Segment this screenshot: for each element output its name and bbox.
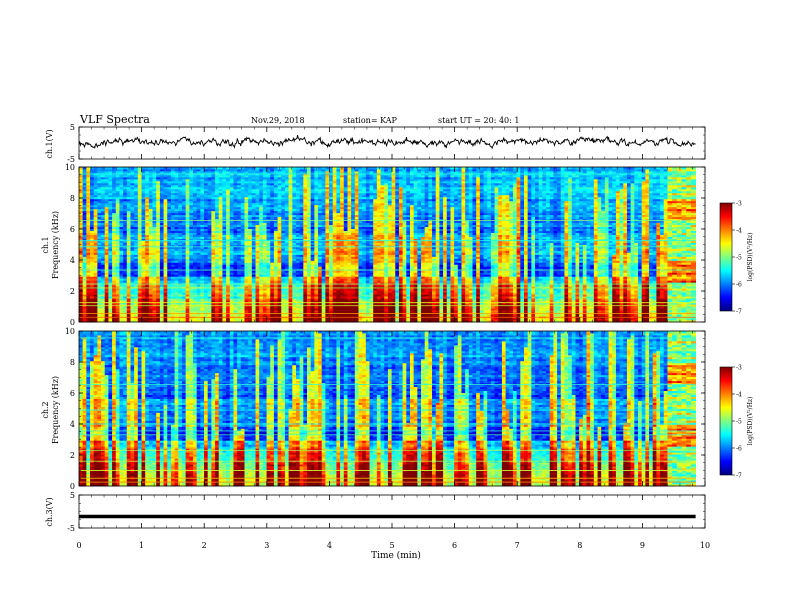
header-station: station= KAP xyxy=(343,116,398,125)
vlf-spectra-figure: VLF Spectra Nov.29, 2018 station= KAP st… xyxy=(0,0,792,612)
header-start-time: start UT = 20: 40: 1 xyxy=(438,116,519,125)
figure-title: VLF Spectra xyxy=(79,113,150,126)
ch1-waveform-panel: 5-5 xyxy=(67,123,705,164)
figure-svg: VLF Spectra Nov.29, 2018 station= KAP st… xyxy=(0,0,792,612)
y-tick-label: 5 xyxy=(70,123,75,132)
header-date: Nov.29, 2018 xyxy=(251,116,305,125)
